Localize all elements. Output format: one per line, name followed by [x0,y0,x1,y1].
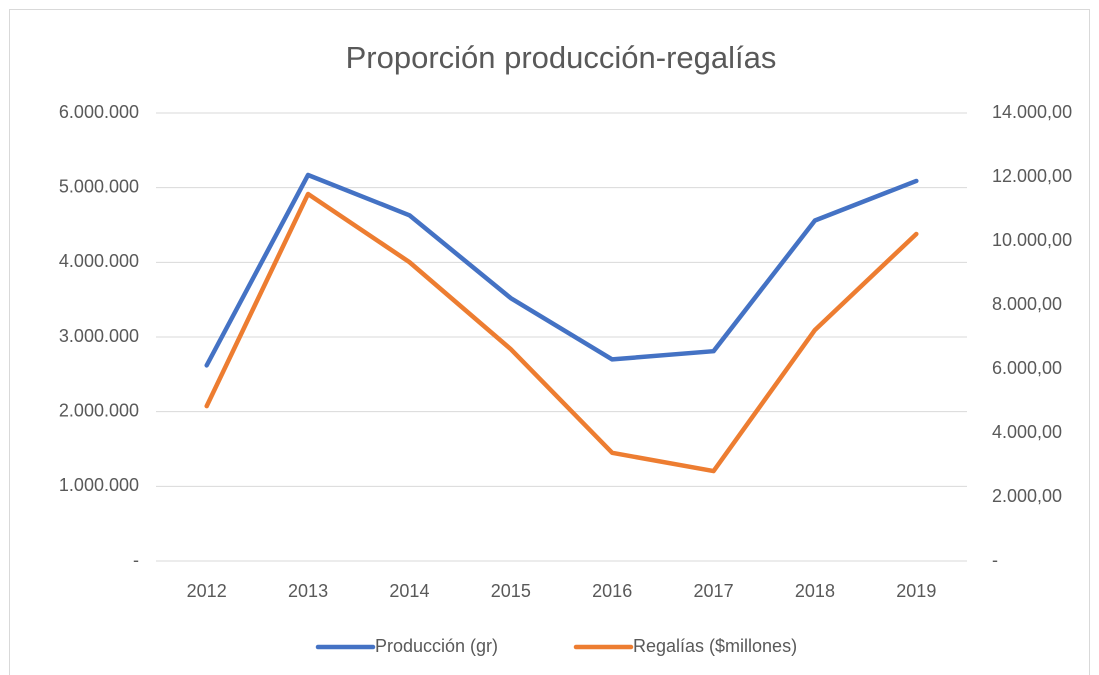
y2-tick-label: 10.000,00 [992,230,1072,250]
x-tick-label: 2019 [896,581,936,601]
y-tick-label: - [133,550,139,570]
y-tick-label: 6.000.000 [59,102,139,122]
y-tick-label: 3.000.000 [59,326,139,346]
y2-tick-label: 6.000,00 [992,358,1062,378]
y-tick-label: 2.000.000 [59,400,139,420]
y-tick-label: 4.000.000 [59,251,139,271]
line-series [204,172,919,368]
line-series [204,191,919,474]
y2-tick-label: 2.000,00 [992,486,1062,506]
y2-tick-label: 4.000,00 [992,422,1062,442]
chart-border [9,9,1090,675]
legend-label: Regalías ($millones) [633,636,797,656]
y-tick-label: 5.000.000 [59,176,139,196]
x-tick-label: 2017 [694,581,734,601]
x-tick-label: 2016 [592,581,632,601]
y2-tick-label: - [992,550,998,570]
x-tick-label: 2015 [491,581,531,601]
chart-title: Proporción producción-regalías [346,40,777,75]
x-tick-label: 2014 [389,581,429,601]
y-tick-label: 1.000.000 [59,475,139,495]
legend-label: Producción (gr) [375,636,498,656]
x-tick-label: 2012 [187,581,227,601]
x-tick-label: 2013 [288,581,328,601]
x-tick-label: 2018 [795,581,835,601]
y2-tick-label: 14.000,00 [992,102,1072,122]
y2-tick-label: 8.000,00 [992,294,1062,314]
y2-tick-label: 12.000,00 [992,166,1072,186]
